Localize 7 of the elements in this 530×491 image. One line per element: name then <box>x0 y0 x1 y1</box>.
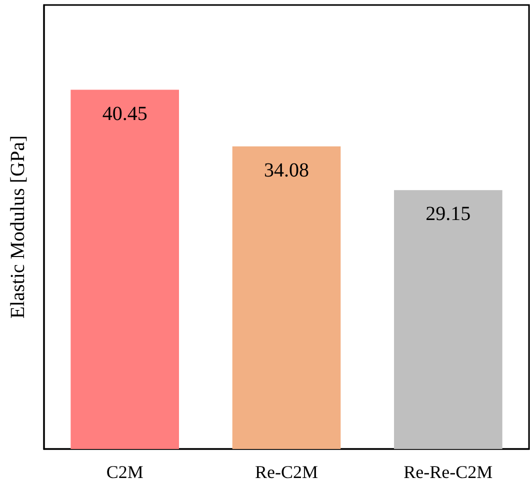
y-axis-title: Elastic Modulus [GPa] <box>7 135 29 319</box>
data-label: 29.15 <box>426 203 471 226</box>
x-tick-label: Re-C2M <box>255 462 318 482</box>
data-label: 40.45 <box>102 102 148 125</box>
data-label: 34.08 <box>264 159 309 182</box>
x-tick-label: C2M <box>106 462 144 482</box>
x-tick-label: Re-Re-C2M <box>404 462 493 482</box>
